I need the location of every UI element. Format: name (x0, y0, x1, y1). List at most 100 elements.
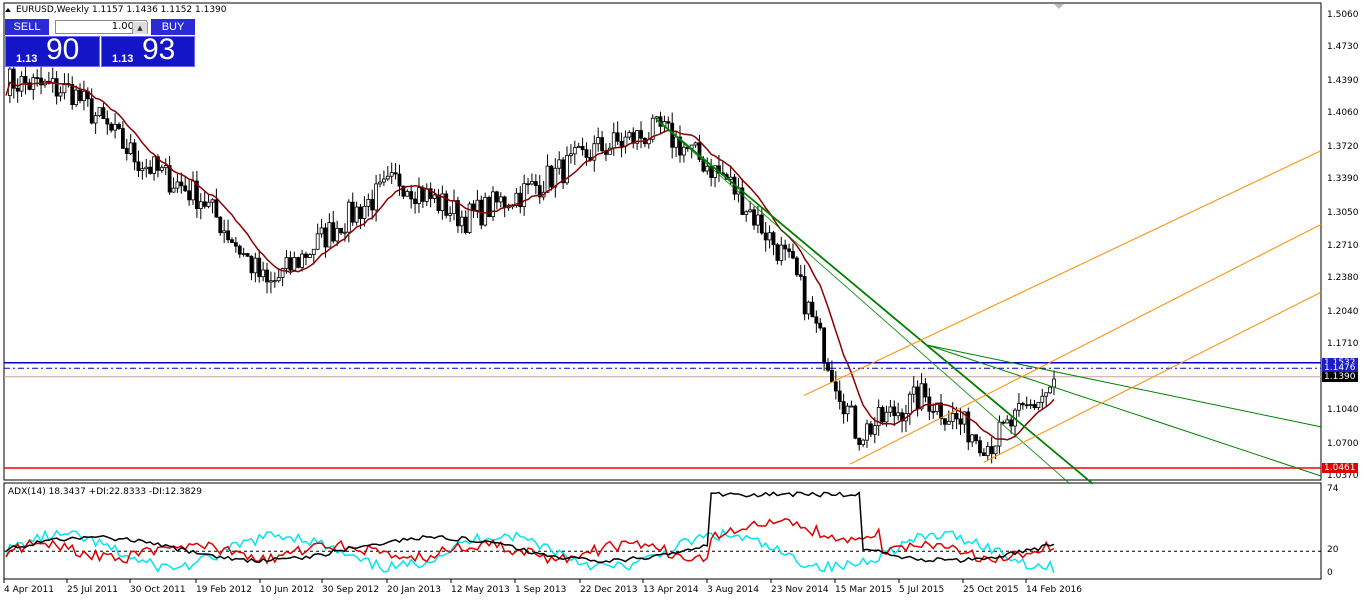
candle-body (592, 143, 597, 161)
candle-body (978, 440, 982, 454)
candle-body (288, 257, 293, 271)
candle-body (775, 244, 780, 261)
candle-body (1024, 404, 1029, 407)
candle-body (833, 381, 838, 392)
price-tick-label: 1.0700 (1327, 438, 1359, 449)
candle-body (806, 301, 811, 315)
candle-body (339, 227, 343, 234)
buy-button[interactable]: BUY (151, 19, 195, 35)
candle-body (557, 159, 562, 169)
candle-body (463, 216, 468, 233)
candle-body (853, 405, 858, 439)
candle-body (946, 421, 951, 425)
candle-body (915, 386, 920, 410)
sell-button[interactable]: SELL (5, 19, 49, 35)
candle-body (1005, 419, 1010, 424)
candle-body (826, 362, 830, 371)
candle-body (607, 147, 612, 155)
candle-body (397, 173, 402, 187)
candle-body (241, 253, 246, 255)
candle-body (884, 411, 889, 423)
candle-body (954, 412, 959, 420)
candle-body (580, 145, 585, 151)
candle-body (549, 165, 554, 188)
candle-body (11, 68, 16, 89)
candle-body (475, 199, 480, 211)
candle-body (1044, 392, 1049, 397)
candle-body (191, 180, 195, 201)
candle-body (494, 191, 499, 203)
candle-body (697, 142, 702, 160)
fan-line-2 (927, 344, 1322, 428)
time-tick-label: 13 Apr 2014 (643, 585, 699, 595)
candle-body (167, 165, 172, 193)
candle-body (23, 76, 28, 84)
candle-body (693, 142, 698, 146)
downtrend-line (655, 118, 1094, 485)
candle-body (284, 257, 289, 269)
candle-body (635, 130, 640, 144)
candle-body (892, 406, 897, 417)
candle-body (420, 187, 425, 202)
price-tick-label: 1.4730 (1327, 42, 1359, 53)
candle-body (198, 201, 203, 209)
candle-body (576, 145, 581, 148)
candle-body (354, 206, 359, 223)
candle-body (140, 168, 145, 172)
moving-average-line (5, 81, 1055, 441)
candle-body (202, 201, 207, 207)
candle-body (300, 253, 304, 268)
chart-menu-arrow-icon[interactable] (5, 8, 11, 12)
candle-body (109, 123, 114, 131)
price-tag: 1.1390 (1322, 371, 1358, 382)
candle-body (374, 183, 379, 211)
price-tick-label: 1.2710 (1327, 240, 1359, 251)
candle-body (323, 227, 328, 248)
candle-body (467, 203, 472, 233)
channel-lower-line (983, 291, 1322, 463)
candle-body (779, 244, 784, 261)
candle-body (506, 206, 511, 209)
candle-body (865, 423, 869, 441)
buy-price-pips: 93 (142, 33, 176, 66)
candle-body (666, 121, 671, 124)
candle-body (674, 136, 678, 148)
candle-body (253, 257, 258, 274)
candle-body (249, 255, 254, 274)
plus-di-line (5, 518, 1055, 565)
candle-body (654, 116, 659, 119)
candle-body (452, 200, 456, 214)
scroll-marker-icon[interactable] (1054, 4, 1064, 9)
candle-body (514, 192, 519, 206)
candle-body (771, 232, 776, 246)
candle-body (1048, 386, 1053, 394)
price-tag: 1.0461 (1322, 463, 1358, 474)
candle-body (872, 425, 877, 435)
candle-body (113, 123, 117, 131)
candle-body (861, 439, 866, 445)
candle-body (600, 137, 604, 152)
candle-body (561, 159, 566, 184)
indicator-tick-label: 74 (1327, 484, 1339, 494)
candle-body (974, 434, 978, 442)
candle-body (183, 185, 188, 192)
sell-price-box[interactable]: 1.13 90 (5, 33, 100, 67)
candle-body (740, 187, 745, 215)
price-tick-label: 1.3050 (1327, 207, 1359, 218)
candle-body (1009, 419, 1014, 427)
candle-body (818, 322, 823, 329)
buy-price-box[interactable]: 1.13 93 (101, 33, 195, 67)
candle-body (997, 421, 1002, 447)
candle-body (615, 132, 620, 142)
candle-body (245, 253, 250, 257)
lot-increase-button[interactable]: ▲ (132, 22, 148, 34)
candle-body (144, 166, 149, 170)
candle-body (97, 107, 102, 117)
candle-body (319, 227, 324, 235)
candle-body (120, 128, 125, 149)
lot-size-input[interactable]: 1.00 (55, 20, 147, 34)
candle-body (763, 232, 768, 241)
candle-body (124, 148, 129, 155)
